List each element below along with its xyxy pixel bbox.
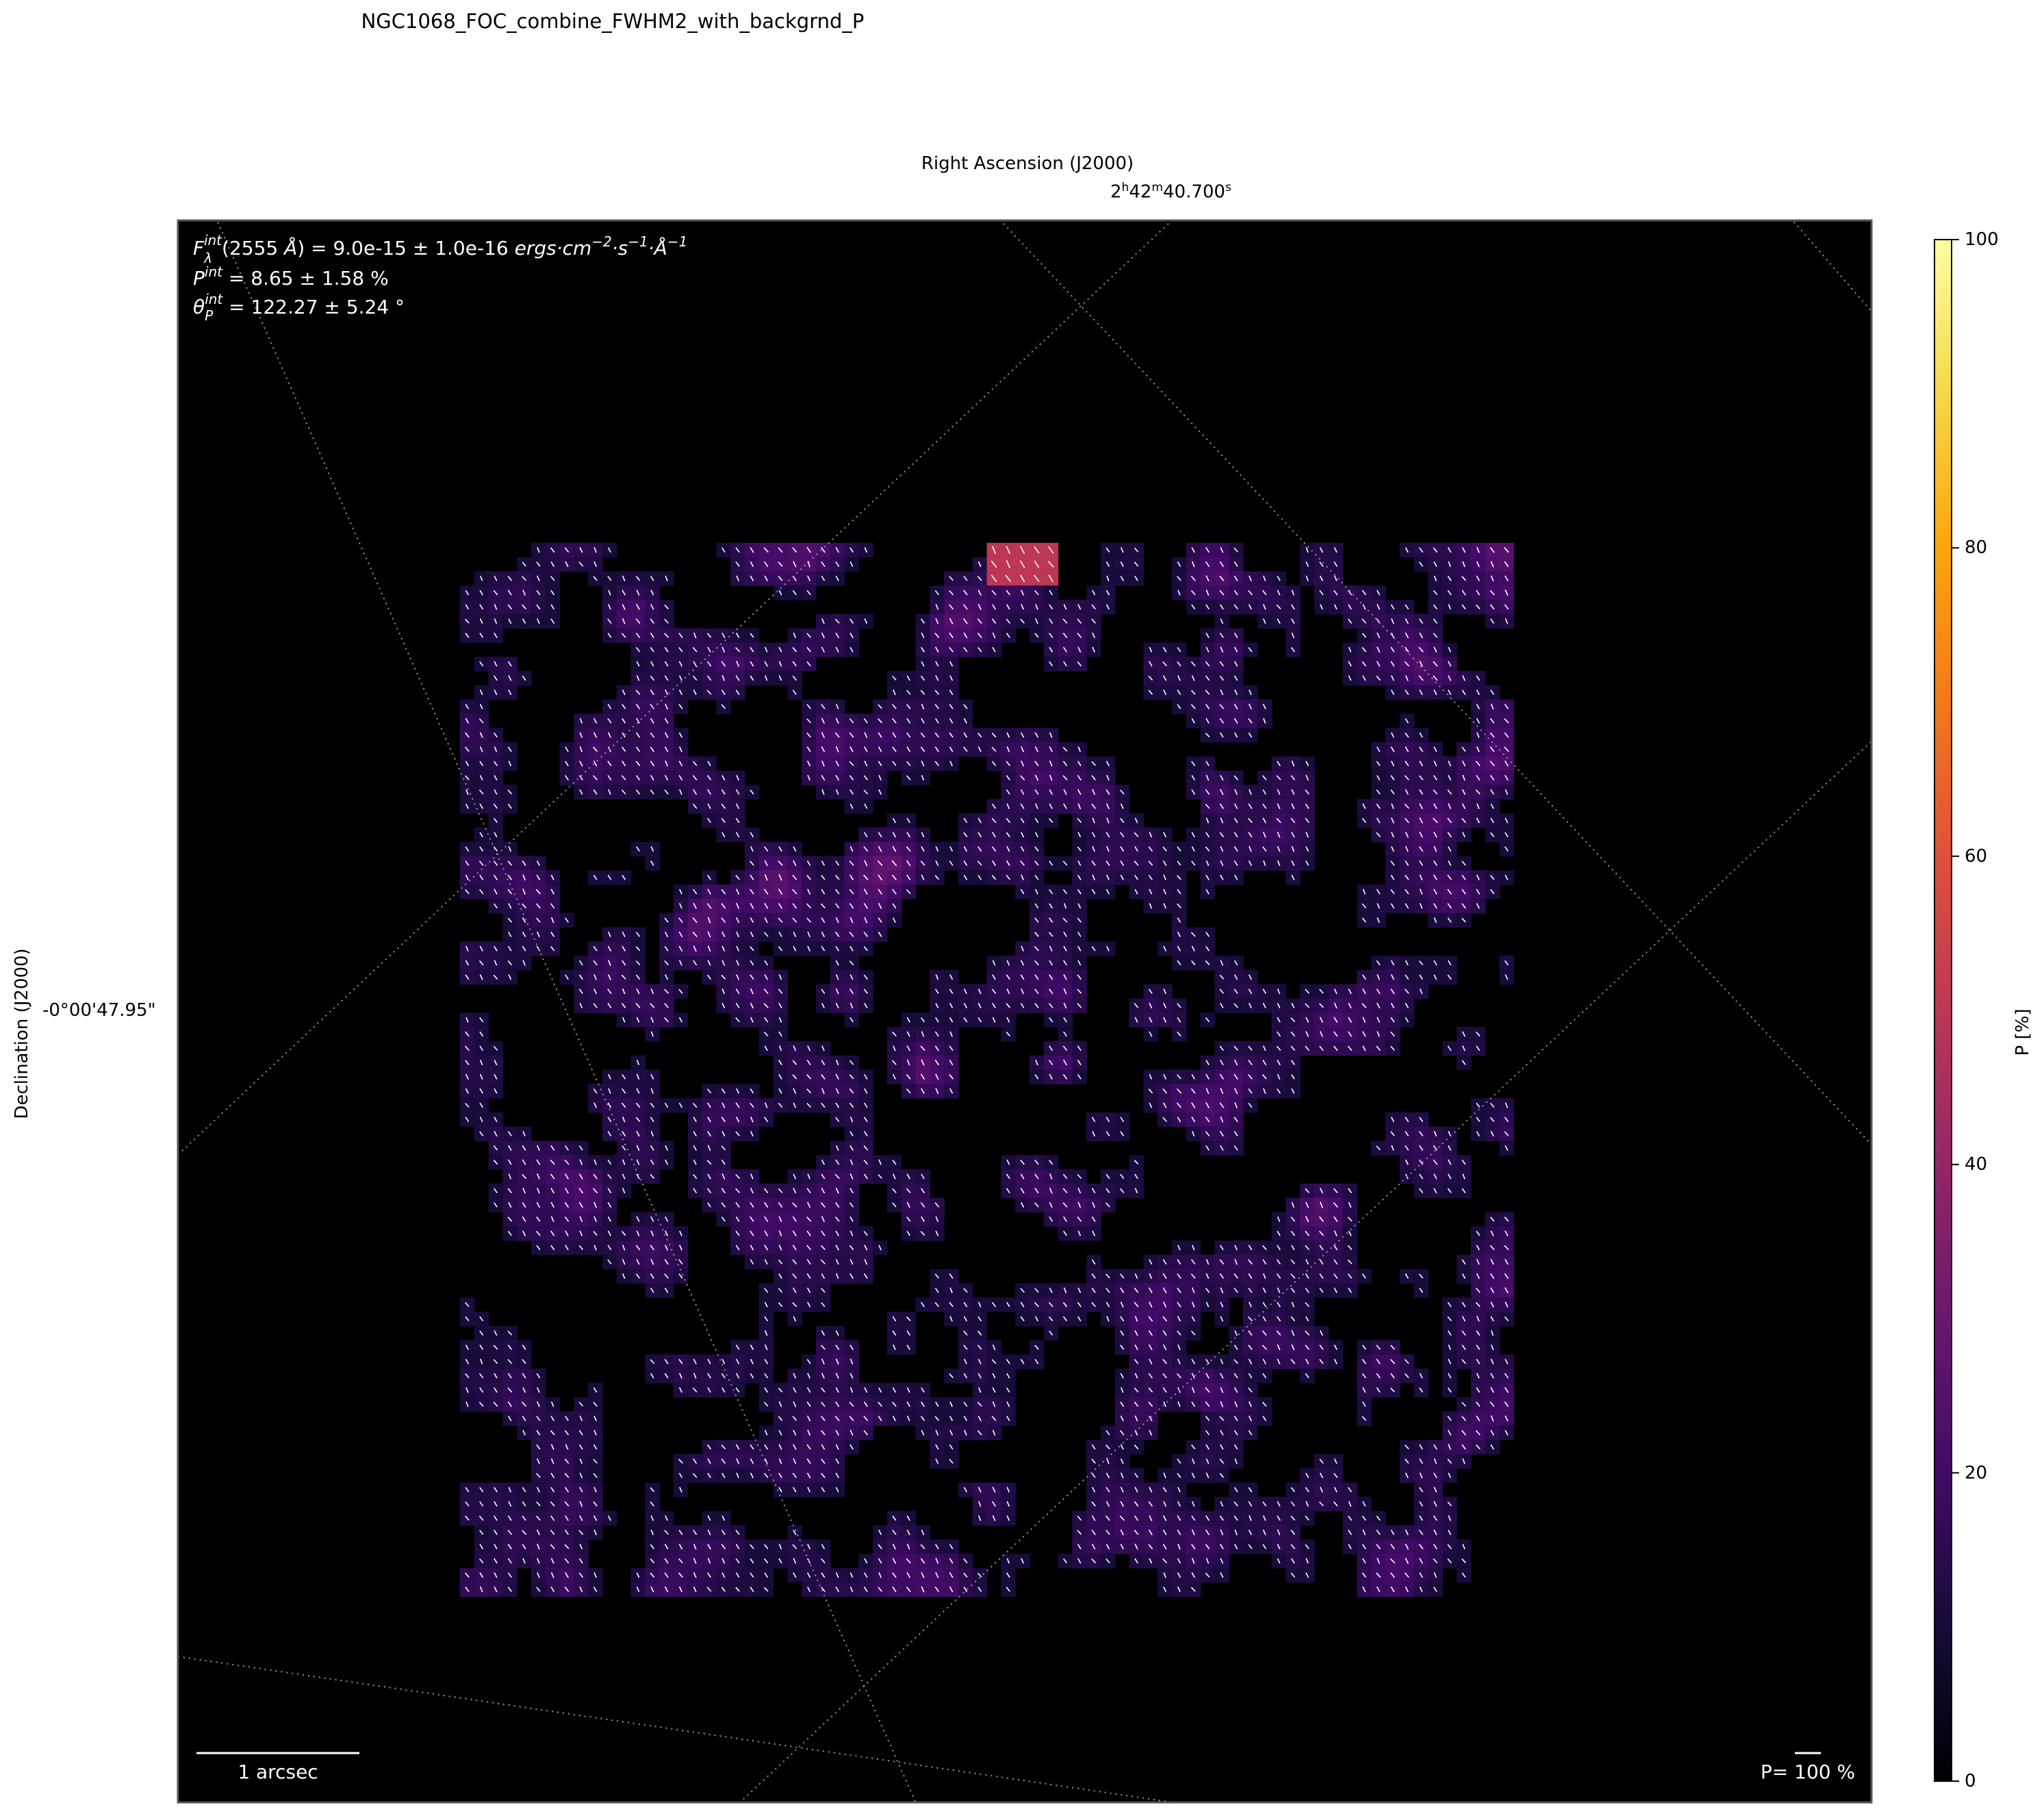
ra-tick-label: 2h42m40.700s <box>1110 181 1231 203</box>
x-axis-label: Right Ascension (J2000) <box>921 153 1134 174</box>
figure-title: NGC1068_FOC_combine_FWHM2_with_backgrnd_… <box>361 10 865 33</box>
dec-tick-label: -0°00'47.95" <box>42 1000 156 1021</box>
